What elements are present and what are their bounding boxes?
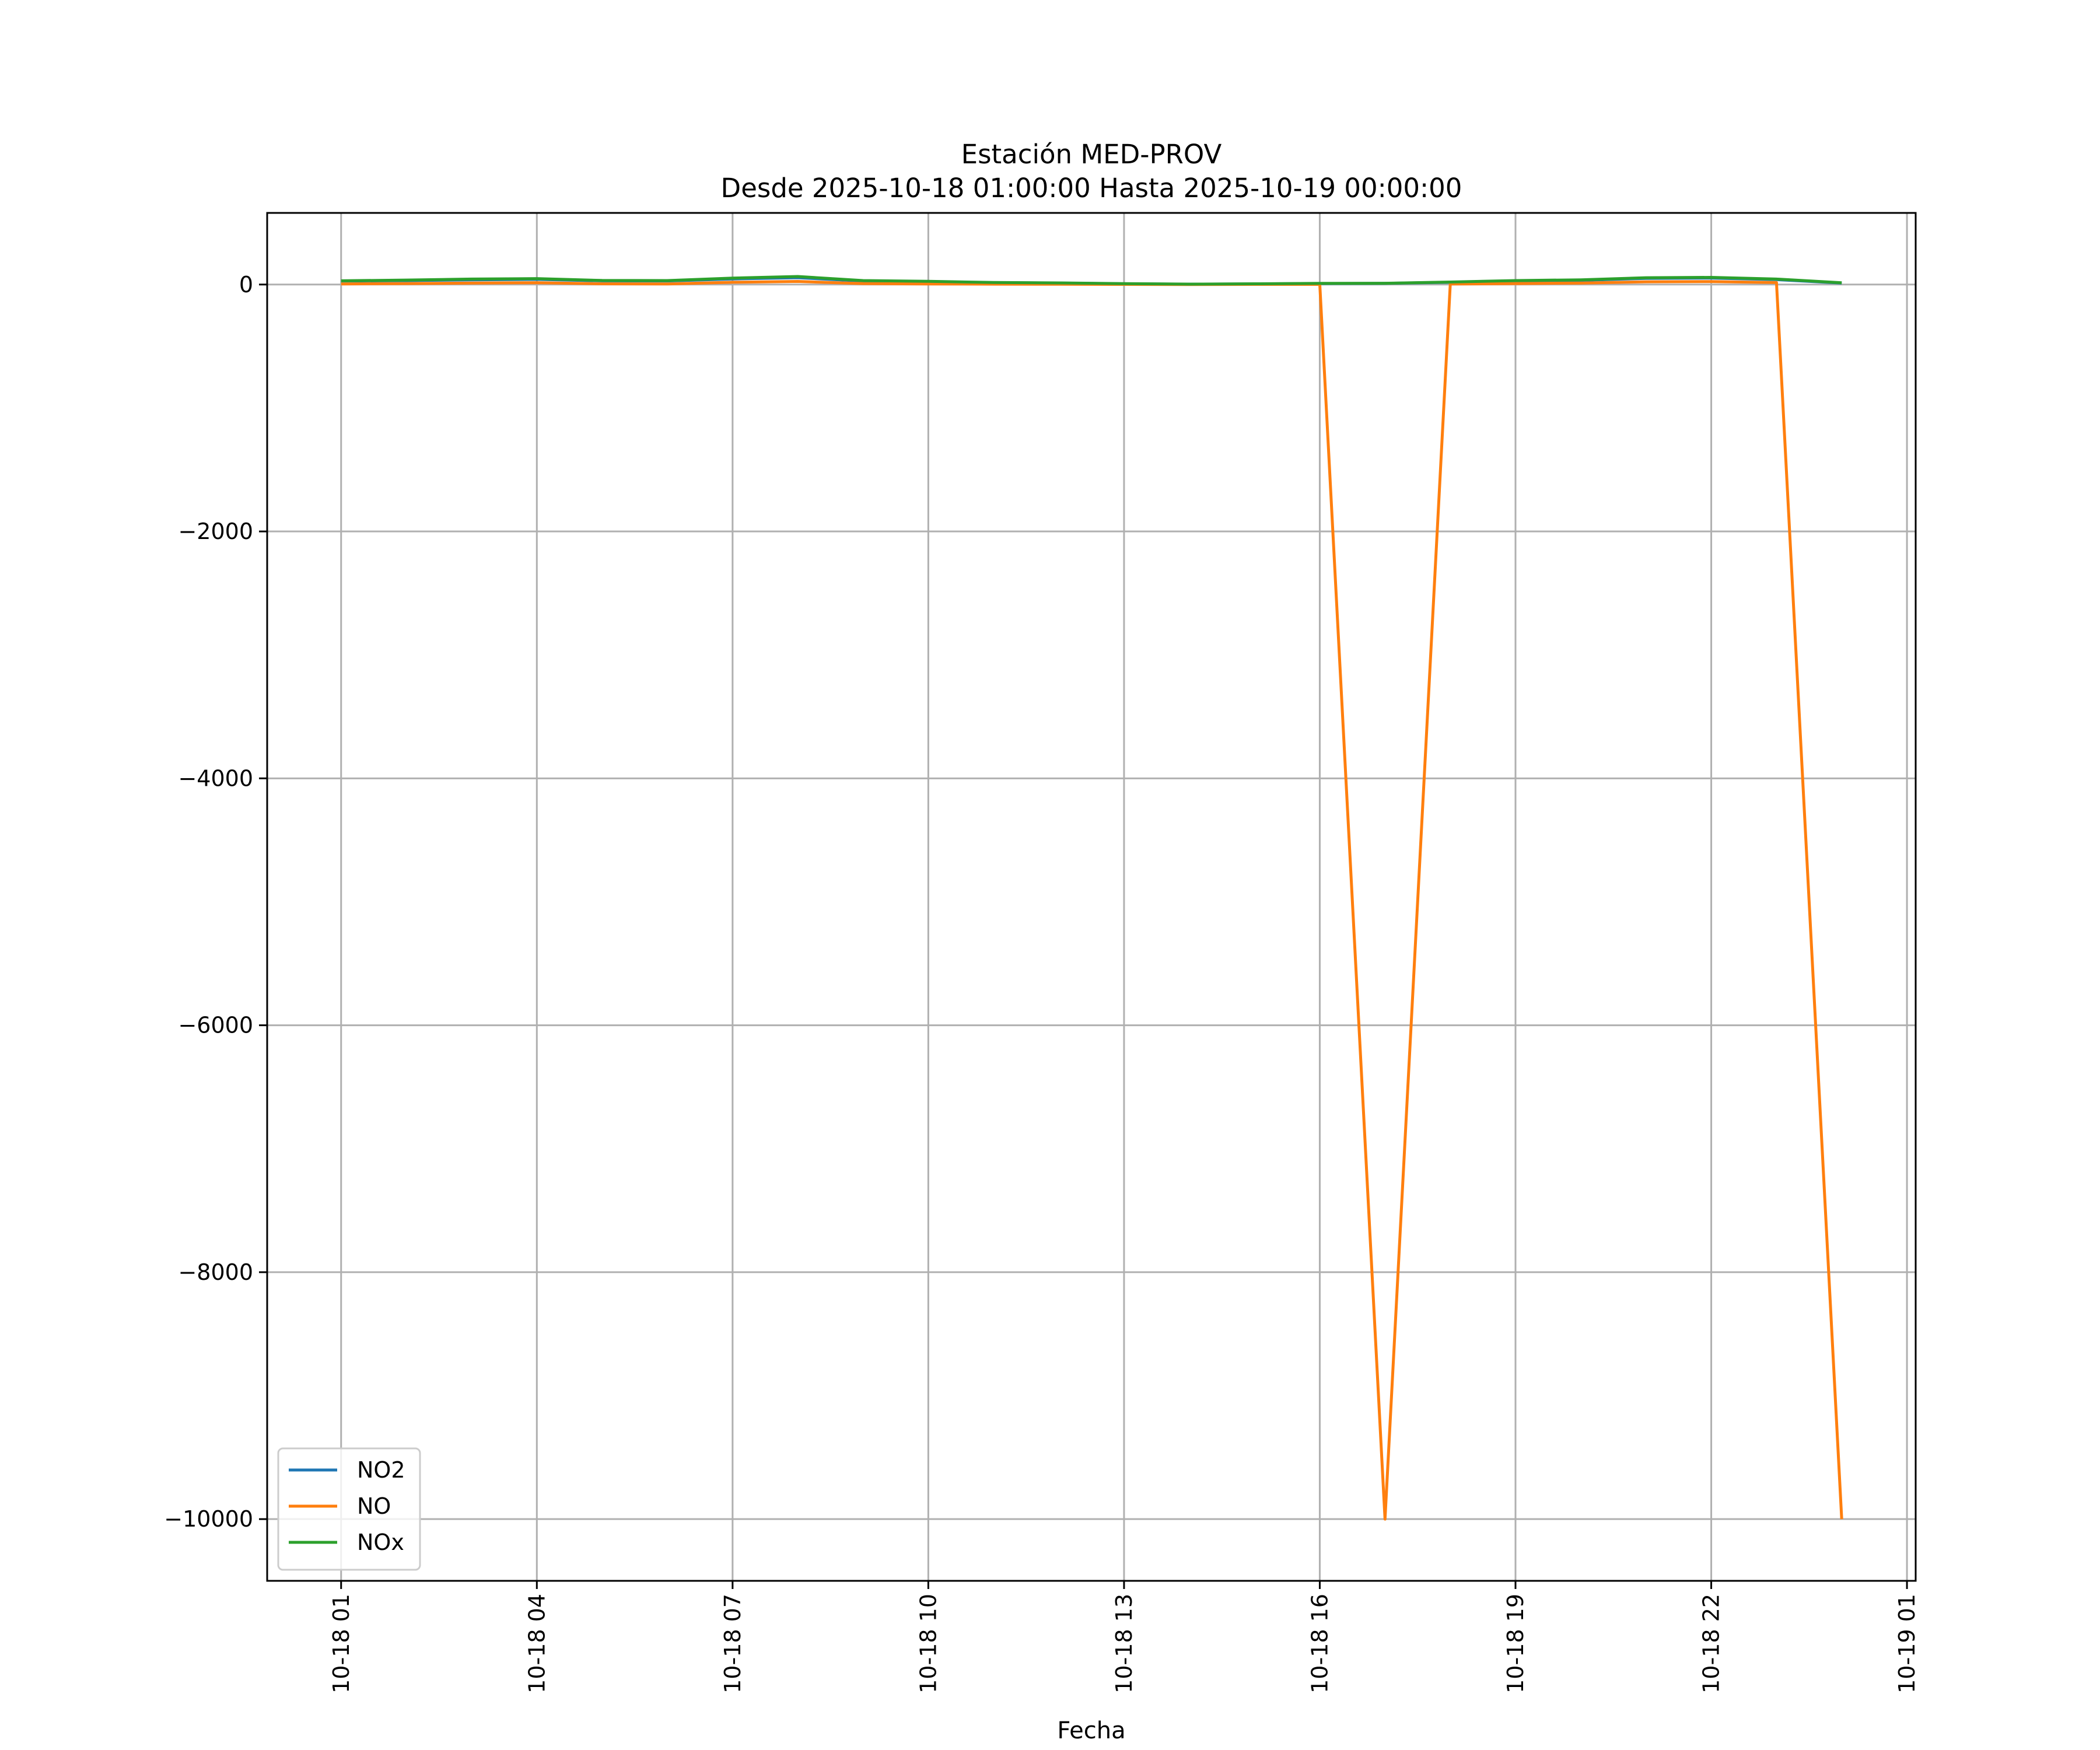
x-tick-label: 10-18 10 (915, 1594, 941, 1693)
chart-subtitle: Desde 2025-10-18 01:00:00 Hasta 2025-10-… (721, 173, 1462, 204)
x-tick-label: 10-19 01 (1894, 1594, 1920, 1693)
y-tick-label: −4000 (178, 765, 253, 791)
plot-frame (266, 212, 1917, 1582)
y-tick-label: −2000 (178, 519, 253, 544)
y-tick-label: 0 (239, 272, 253, 298)
legend-box (277, 1447, 421, 1571)
x-tick-label: 10-18 07 (720, 1594, 746, 1693)
x-tick-label: 10-18 22 (1699, 1594, 1724, 1693)
grid-lines (267, 213, 1916, 1581)
series-line-no (341, 280, 1843, 1521)
y-tick-label: −8000 (178, 1259, 253, 1285)
legend: NO2 NO NOx (277, 1447, 421, 1571)
x-tick-label: 10-18 01 (328, 1594, 354, 1693)
chart-title: Estación MED-PROV (961, 139, 1222, 170)
legend-label-no2: NO2 (357, 1457, 405, 1483)
axis-ticks: 10-18 01 10-18 04 10-18 07 10-18 10 10-18 13… (164, 272, 1920, 1693)
x-tick-label: 10-18 13 (1111, 1594, 1137, 1693)
y-tick-label: −10000 (164, 1506, 253, 1532)
x-axis-label: Fecha (1057, 1717, 1125, 1744)
legend-label-no: NO (357, 1493, 391, 1519)
x-tick-label: 10-18 19 (1503, 1594, 1528, 1693)
y-tick-label: −6000 (178, 1013, 253, 1038)
x-tick-label: 10-18 16 (1307, 1594, 1332, 1693)
x-tick-label: 10-18 04 (524, 1594, 550, 1693)
series-lines (341, 275, 1843, 1521)
legend-label-nox: NOx (357, 1530, 404, 1555)
series-line-nox (341, 275, 1842, 286)
